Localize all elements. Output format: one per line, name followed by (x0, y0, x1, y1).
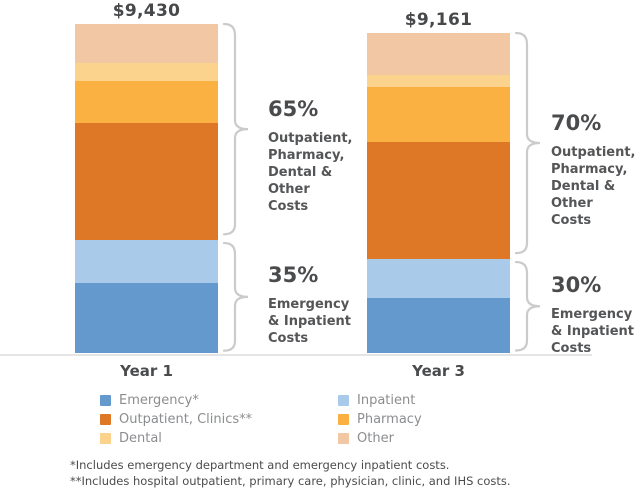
bar-segment-inpatient (367, 259, 510, 298)
annotation-lower-year-3-line: Costs (551, 340, 592, 356)
legend-item-dental: Dental (100, 429, 252, 448)
bar-segment-outpatient (75, 123, 218, 241)
bar-year-3 (367, 33, 510, 353)
brace-icon (514, 32, 541, 255)
bar-total-label-year-3: $9,161 (404, 10, 473, 31)
annotation-lower-year-1-percent: 35% (268, 263, 319, 288)
annotation-upper-year-3-line: Costs (551, 213, 592, 229)
legend-swatch-icon (100, 414, 111, 425)
x-axis-line (0, 354, 592, 356)
footnotes: *Includes emergency department and emerg… (70, 458, 511, 489)
annotation-lower-year-3-percent: 30% (551, 272, 602, 297)
annotation-lower-year-1-line: Costs (268, 331, 309, 347)
legend-item-emergency: Emergency* (100, 391, 252, 410)
bar-segment-other (367, 33, 510, 75)
brace-icon (514, 261, 541, 353)
footnote-2: **Includes hospital outpatient, primary … (70, 473, 511, 488)
annotation-upper-year-1-percent: 65% (268, 97, 319, 122)
footnote-1: *Includes emergency department and emerg… (70, 458, 450, 472)
legend-label: Other (357, 431, 394, 446)
annotation-upper-year-1-line: Outpatient, (268, 131, 353, 147)
annotation-upper-year-1-line: Other (268, 182, 310, 198)
legend-label: Pharmacy (357, 412, 422, 427)
annotation-lower-year-1: 35% Emergency & Inpatient Costs (268, 262, 378, 347)
legend-column: Emergency* Outpatient, Clinics** Dental (100, 391, 252, 448)
axis-label-year-3: Year 3 (412, 362, 465, 380)
legend-item-pharmacy: Pharmacy (338, 410, 422, 429)
bar-segment-other (75, 24, 218, 64)
annotation-upper-year-3-line: Other (551, 196, 593, 212)
annotation-lower-year-1-line: Emergency (268, 297, 350, 313)
legend-label: Emergency* (119, 393, 199, 408)
annotation-upper-year-3-line: Pharmacy, (551, 162, 628, 178)
legend-label: Inpatient (357, 393, 416, 408)
axis-label-year-1: Year 1 (120, 362, 173, 380)
legend-item-outpatient: Outpatient, Clinics** (100, 410, 252, 429)
annotation-upper-year-1-line: Costs (268, 199, 309, 215)
bar-segment-emergency (367, 297, 510, 353)
brace-icon (222, 242, 249, 353)
bar-segment-dental (75, 63, 218, 81)
legend-swatch-icon (338, 395, 349, 406)
legend-swatch-icon (338, 414, 349, 425)
legend-column: Inpatient Pharmacy Other (338, 391, 422, 448)
annotation-upper-year-1-line: Pharmacy, (268, 148, 345, 164)
bar-segment-pharmacy (75, 80, 218, 124)
bar-segment-pharmacy (367, 87, 510, 142)
bar-total-label-year-1: $9,430 (112, 1, 181, 21)
annotation-upper-year-3-line: Dental & (551, 179, 616, 195)
brace-icon (222, 22, 249, 236)
bar-segment-inpatient (75, 240, 218, 284)
legend-item-other: Other (338, 429, 422, 448)
legend-swatch-icon (100, 395, 111, 406)
legend-swatch-icon (100, 433, 111, 444)
legend-item-inpatient: Inpatient (338, 391, 422, 410)
annotation-lower-year-3-line: & Inpatient (551, 323, 634, 339)
bar-year-1 (75, 24, 218, 353)
annotation-upper-year-3: 70% Outpatient, Pharmacy, Dental & Other Cost… (551, 110, 640, 229)
annotation-upper-year-1-line: Dental & (268, 165, 333, 181)
annotation-upper-year-1: 65% Outpatient, Pharmacy, Dental & Other Cost… (268, 96, 378, 215)
bar-segment-outpatient (367, 141, 510, 260)
bar-segment-dental (367, 74, 510, 88)
legend-label: Outpatient, Clinics** (119, 412, 253, 427)
annotation-upper-year-3-percent: 70% (551, 111, 602, 136)
bar-segment-emergency (75, 283, 218, 353)
annotation-lower-year-3: 30% Emergency & Inpatient Costs (551, 272, 640, 357)
annotation-lower-year-1-line: & Inpatient (268, 314, 351, 330)
annotation-lower-year-3-line: Emergency (551, 306, 633, 322)
annotation-upper-year-3-line: Outpatient, (551, 145, 636, 161)
legend-label: Dental (119, 431, 162, 446)
legend-swatch-icon (338, 433, 349, 444)
